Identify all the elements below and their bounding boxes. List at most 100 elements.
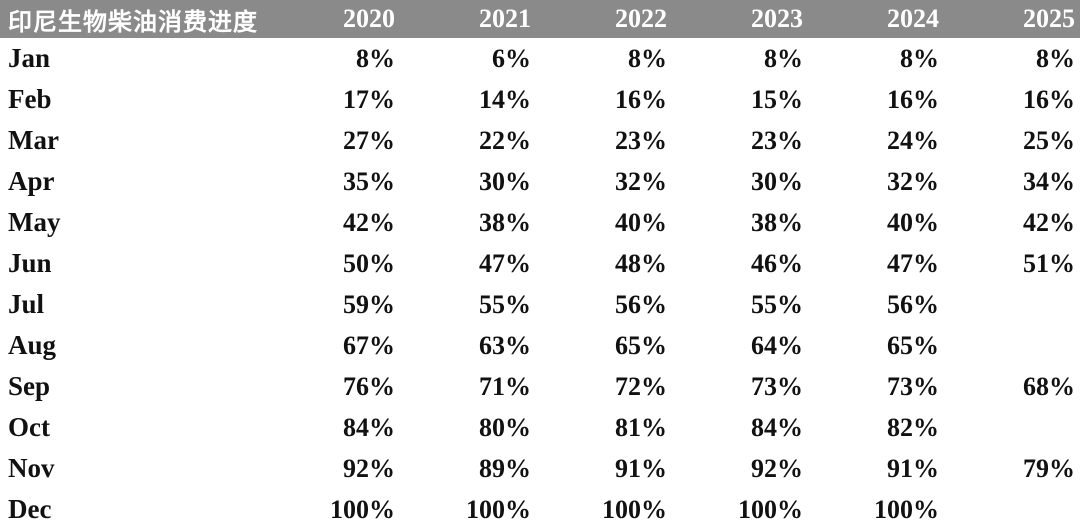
- value-cell: 23%: [615, 125, 667, 155]
- month-label: Apr: [8, 166, 55, 196]
- value-cell: 79%: [1023, 453, 1075, 483]
- value-cell: 51%: [1023, 248, 1075, 278]
- column-header-2022: 2022: [615, 4, 667, 33]
- table-row: May 42% 38% 40% 38% 40% 42%: [0, 202, 1080, 243]
- value-cell: 8%: [764, 43, 803, 73]
- table-row: Aug 67% 63% 65% 64% 65%: [0, 325, 1080, 366]
- value-cell: 59%: [343, 289, 395, 319]
- month-label: Sep: [8, 371, 51, 401]
- value-cell: 8%: [356, 43, 395, 73]
- value-cell: 27%: [343, 125, 395, 155]
- value-cell: 47%: [479, 248, 531, 278]
- value-cell: 30%: [751, 166, 803, 196]
- value-cell: 8%: [1036, 43, 1075, 73]
- month-label: Oct: [8, 412, 50, 442]
- month-label: Dec: [8, 494, 52, 524]
- table-row: Feb 17% 14% 16% 15% 16% 16%: [0, 79, 1080, 120]
- value-cell: 42%: [1023, 207, 1075, 237]
- value-cell: 30%: [479, 166, 531, 196]
- value-cell: 81%: [615, 412, 667, 442]
- value-cell: 92%: [751, 453, 803, 483]
- value-cell: 73%: [751, 371, 803, 401]
- value-cell: 89%: [479, 453, 531, 483]
- month-label: Aug: [8, 330, 57, 360]
- table-title: 印尼生物柴油消费进度: [8, 9, 258, 36]
- value-cell: 47%: [887, 248, 939, 278]
- value-cell: 56%: [887, 289, 939, 319]
- value-cell: 38%: [751, 207, 803, 237]
- value-cell: 32%: [887, 166, 939, 196]
- value-cell: 100%: [874, 494, 939, 524]
- table-row: Apr 35% 30% 32% 30% 32% 34%: [0, 161, 1080, 202]
- value-cell: 100%: [602, 494, 667, 524]
- value-cell: 48%: [615, 248, 667, 278]
- month-label: Jul: [8, 289, 45, 319]
- value-cell: 50%: [343, 248, 395, 278]
- value-cell: 16%: [887, 84, 939, 114]
- value-cell: 71%: [479, 371, 531, 401]
- value-cell: 67%: [343, 330, 395, 360]
- table-row: Jul 59% 55% 56% 55% 56%: [0, 284, 1080, 325]
- value-cell: 65%: [615, 330, 667, 360]
- value-cell: 84%: [751, 412, 803, 442]
- value-cell: 17%: [343, 84, 395, 114]
- value-cell: 16%: [1023, 84, 1075, 114]
- column-header-2023: 2023: [751, 4, 803, 33]
- value-cell: 73%: [887, 371, 939, 401]
- value-cell: 8%: [628, 43, 667, 73]
- table-header-row: 印尼生物柴油消费进度 2020 2021 2022 2023 2024 2025: [0, 0, 1080, 38]
- value-cell: 40%: [887, 207, 939, 237]
- value-cell: 22%: [479, 125, 531, 155]
- value-cell: 65%: [887, 330, 939, 360]
- value-cell: 40%: [615, 207, 667, 237]
- value-cell: 92%: [343, 453, 395, 483]
- value-cell: 15%: [751, 84, 803, 114]
- value-cell: 16%: [615, 84, 667, 114]
- value-cell: 91%: [887, 453, 939, 483]
- column-header-2024: 2024: [887, 4, 939, 33]
- value-cell: 80%: [479, 412, 531, 442]
- value-cell: 25%: [1023, 125, 1075, 155]
- value-cell: 55%: [479, 289, 531, 319]
- table-row: Jan 8% 6% 8% 8% 8% 8%: [0, 38, 1080, 79]
- value-cell: 91%: [615, 453, 667, 483]
- month-label: Mar: [8, 125, 59, 155]
- value-cell: 42%: [343, 207, 395, 237]
- value-cell: 35%: [343, 166, 395, 196]
- value-cell: 63%: [479, 330, 531, 360]
- value-cell: 23%: [751, 125, 803, 155]
- table-row: Sep 76% 71% 72% 73% 73% 68%: [0, 366, 1080, 407]
- value-cell: 68%: [1023, 371, 1075, 401]
- table-body: Jan 8% 6% 8% 8% 8% 8% Feb 17% 14% 16% 15% 16% 16% Mar 2…: [0, 38, 1080, 530]
- value-cell: 8%: [900, 43, 939, 73]
- month-label: Feb: [8, 84, 52, 114]
- value-cell: 100%: [466, 494, 531, 524]
- value-cell: 32%: [615, 166, 667, 196]
- value-cell: 34%: [1023, 166, 1075, 196]
- value-cell: 46%: [751, 248, 803, 278]
- value-cell: 55%: [751, 289, 803, 319]
- value-cell: 24%: [887, 125, 939, 155]
- table-row: Oct 84% 80% 81% 84% 82%: [0, 407, 1080, 448]
- column-header-2025: 2025: [1023, 4, 1075, 33]
- month-label: May: [8, 207, 61, 237]
- month-label: Jun: [8, 248, 52, 278]
- value-cell: 14%: [479, 84, 531, 114]
- value-cell: 76%: [343, 371, 395, 401]
- column-header-2020: 2020: [343, 4, 395, 33]
- value-cell: 100%: [738, 494, 803, 524]
- value-cell: 64%: [751, 330, 803, 360]
- table-row: Mar 27% 22% 23% 23% 24% 25%: [0, 120, 1080, 161]
- month-label: Jan: [8, 43, 51, 73]
- month-label: Nov: [8, 453, 55, 483]
- table-row: Dec 100% 100% 100% 100% 100%: [0, 489, 1080, 530]
- table-row: Jun 50% 47% 48% 46% 47% 51%: [0, 243, 1080, 284]
- value-cell: 56%: [615, 289, 667, 319]
- value-cell: 38%: [479, 207, 531, 237]
- value-cell: 82%: [887, 412, 939, 442]
- column-header-2021: 2021: [479, 4, 531, 33]
- value-cell: 84%: [343, 412, 395, 442]
- value-cell: 72%: [615, 371, 667, 401]
- table-row: Nov 92% 89% 91% 92% 91% 79%: [0, 448, 1080, 489]
